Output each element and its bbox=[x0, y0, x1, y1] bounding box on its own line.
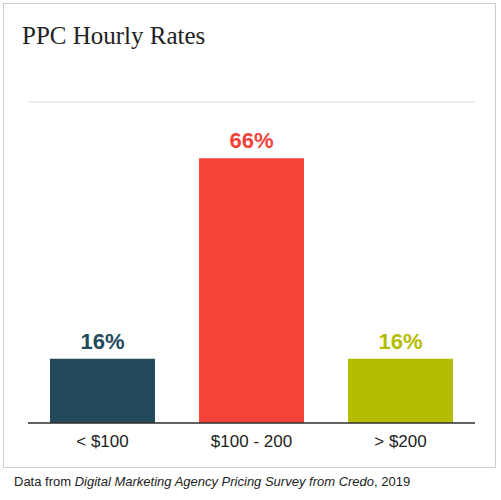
svg-text:< $100: < $100 bbox=[76, 432, 128, 451]
html-text:Data from Digital Marketing Ag: Data from Digital Marketing Agency Prici… bbox=[14, 474, 411, 489]
svg-text:16%: 16% bbox=[80, 329, 124, 354]
html-text:PPC Hourly Rates: PPC Hourly Rates bbox=[22, 22, 206, 49]
svg-text:$100 - 200: $100 - 200 bbox=[211, 432, 292, 451]
svg-text:66%: 66% bbox=[229, 128, 273, 153]
svg-text:16%: 16% bbox=[378, 329, 422, 354]
svg-text:> $200: > $200 bbox=[374, 432, 426, 451]
